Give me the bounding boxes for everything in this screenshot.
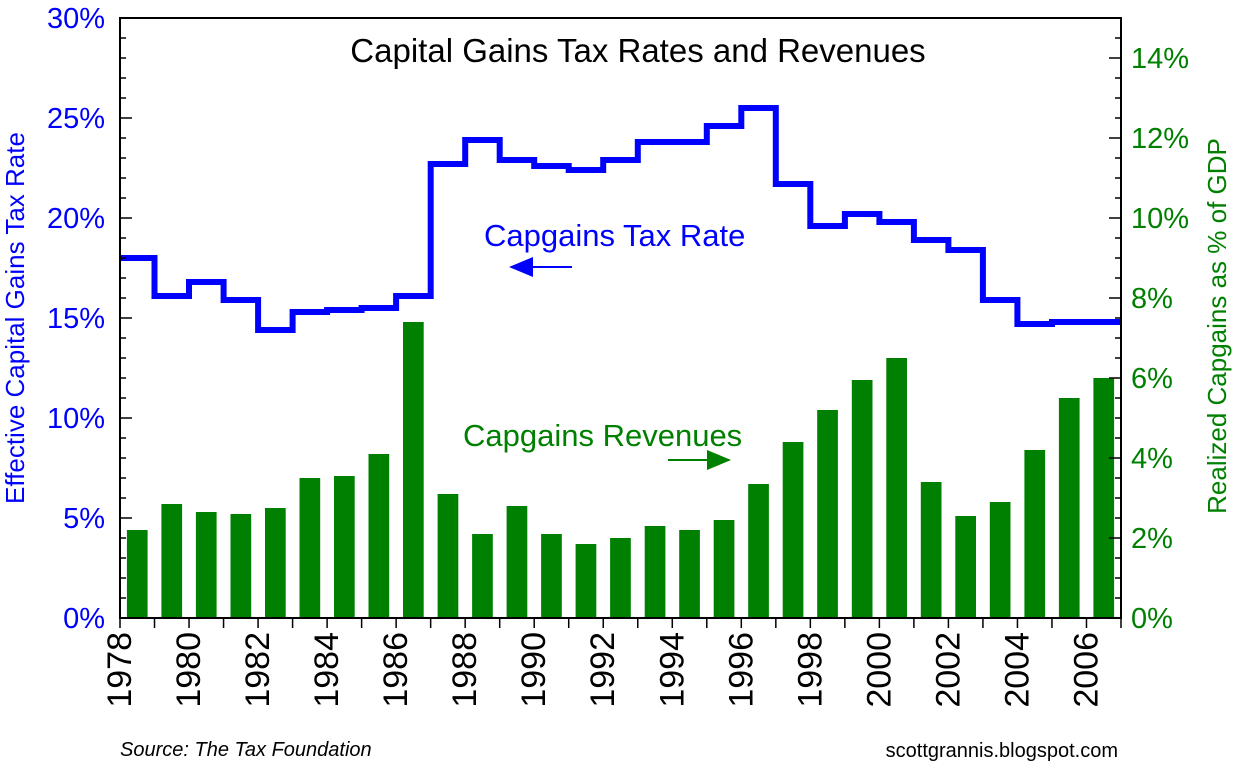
x-tick-label: 1990 xyxy=(515,632,553,708)
revenue-bar-2002 xyxy=(955,516,976,618)
revenue-bar-1983 xyxy=(299,478,321,618)
x-axis-ticks: 1978 1980 1982 1984 1986 1988 1990 1992 1994 1996… xyxy=(101,618,1122,708)
revenue-bar-2004 xyxy=(1024,450,1046,618)
left-tick-label: 25% xyxy=(47,103,105,135)
revenue-bar-1999 xyxy=(851,380,873,618)
revenue-bar-1985 xyxy=(368,454,390,618)
revenue-bar-1978 xyxy=(126,530,148,618)
x-tick-label: 1978 xyxy=(101,632,139,708)
revenue-bar-1981 xyxy=(230,514,252,618)
x-tick-label: 2006 xyxy=(1068,632,1106,708)
right-tick-label: 10% xyxy=(1131,203,1189,235)
revenue-bar-1991 xyxy=(575,544,597,618)
revenue-bar-1995 xyxy=(713,520,735,618)
left-tick-label: 30% xyxy=(47,3,105,35)
credit-note: scottgrannis.blogspot.com xyxy=(886,740,1118,762)
revenue-bar-2000 xyxy=(886,358,907,618)
chart-title: Capital Gains Tax Rates and Revenues xyxy=(350,32,925,69)
x-tick-label: 1996 xyxy=(722,632,760,708)
x-tick-label: 1986 xyxy=(377,632,415,708)
right-tick-label: 8% xyxy=(1131,283,1173,315)
left-axis-ticks: 0% 5% 10% 15% 20% 25% 30% xyxy=(47,3,132,635)
revenue-bar-1986 xyxy=(403,322,424,618)
revenue-bar-2003 xyxy=(989,502,1011,618)
x-tick-label: 1994 xyxy=(653,632,691,708)
left-axis-label: Effective Capital Gains Tax Rate xyxy=(0,132,30,504)
revenue-bar-1982 xyxy=(265,508,286,618)
x-tick-label: 2004 xyxy=(998,632,1036,708)
right-tick-label: 6% xyxy=(1131,363,1173,395)
revenue-bar-1979 xyxy=(161,504,183,618)
right-tick-label: 14% xyxy=(1131,43,1189,75)
revenue-bar-1988 xyxy=(472,534,493,618)
left-tick-label: 0% xyxy=(63,603,105,635)
revenue-bar-1993 xyxy=(644,526,666,618)
right-tick-label: 12% xyxy=(1131,123,1189,155)
right-tick-label: 2% xyxy=(1131,523,1173,555)
x-tick-label: 1980 xyxy=(170,632,208,708)
right-tick-label: 0% xyxy=(1131,603,1173,635)
revenue-bar-1994 xyxy=(679,530,700,618)
tax-rate-step-line xyxy=(120,105,1121,333)
x-tick-label: 1984 xyxy=(308,632,346,708)
revenue-bar-1989 xyxy=(506,506,528,618)
revenue-bar-1987 xyxy=(437,494,459,618)
annotation-revenues: Capgains Revenues xyxy=(463,418,742,453)
revenue-bar-1992 xyxy=(610,538,631,618)
revenue-bar-1996 xyxy=(748,484,769,618)
right-axis-label: Realized Capgains as % of GDP xyxy=(1202,138,1232,514)
left-tick-label: 10% xyxy=(47,403,105,435)
annotation-tax-rate: Capgains Tax Rate xyxy=(484,218,745,253)
x-tick-label: 2002 xyxy=(929,632,967,708)
revenue-bar-2001 xyxy=(920,482,942,618)
right-tick-label: 4% xyxy=(1131,443,1173,475)
revenue-bar-1984 xyxy=(334,476,355,618)
left-tick-label: 5% xyxy=(63,503,105,535)
source-note: Source: The Tax Foundation xyxy=(120,739,372,761)
revenue-bar-2005 xyxy=(1058,398,1080,618)
revenue-bar-1997 xyxy=(782,442,804,618)
x-tick-label: 1988 xyxy=(446,632,484,708)
revenue-bar-1998 xyxy=(817,410,838,618)
left-tick-label: 20% xyxy=(47,203,105,235)
revenue-bar-2006 xyxy=(1093,378,1115,618)
right-axis-ticks: 0% 2% 4% 6% 8% 10% 12% 14% xyxy=(1109,17,1189,635)
left-tick-label: 15% xyxy=(47,303,105,335)
x-tick-label: 1992 xyxy=(584,632,622,708)
revenue-bars xyxy=(126,322,1115,618)
x-tick-label: 1982 xyxy=(239,632,277,708)
revenue-bar-1980 xyxy=(195,512,217,618)
revenue-bar-1990 xyxy=(541,534,562,618)
x-tick-label: 2000 xyxy=(860,632,898,708)
x-tick-label: 1998 xyxy=(791,632,829,708)
